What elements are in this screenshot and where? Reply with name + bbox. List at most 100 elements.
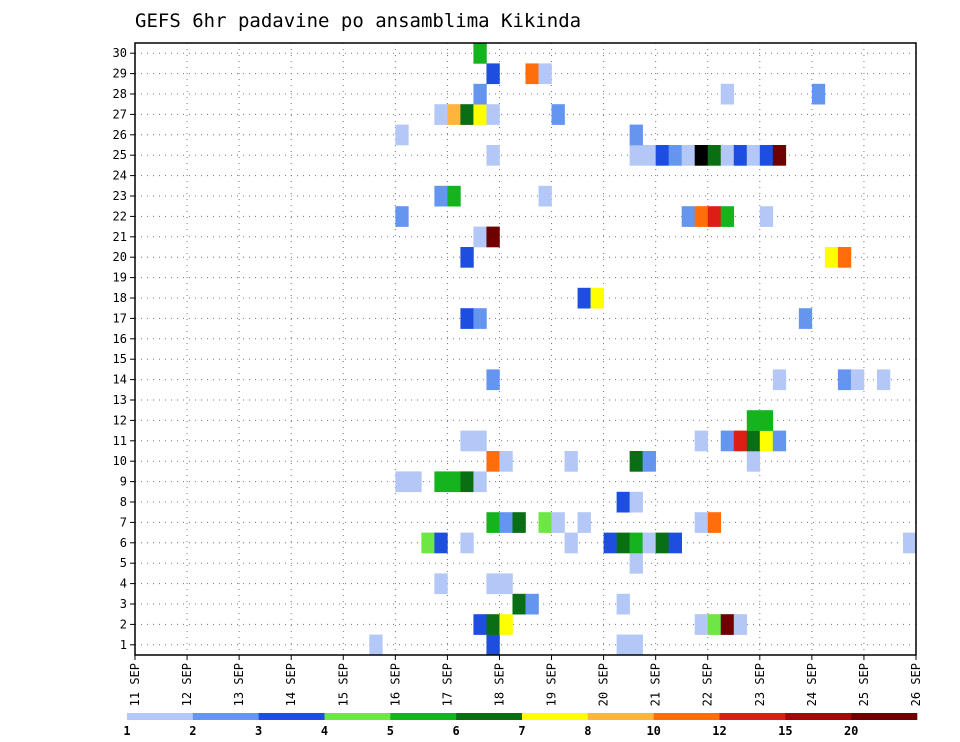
precip-cell [525, 593, 539, 615]
precip-cell [447, 104, 461, 125]
precip-cell [681, 206, 696, 227]
y-tick-label: 21 [113, 230, 127, 244]
precip-cell [798, 308, 813, 329]
x-tick-label: 11 SEP [128, 663, 142, 706]
precip-cell [629, 124, 643, 146]
precip-cell [629, 145, 643, 166]
precip-cell [447, 471, 461, 493]
precip-cell [473, 104, 487, 125]
precip-cell [759, 430, 774, 452]
precip-cell [473, 471, 487, 493]
precip-cell [564, 532, 578, 554]
x-tick-label: 14 SEP [284, 663, 298, 706]
precip-cell [434, 471, 448, 493]
precip-cell [824, 247, 839, 268]
y-tick-label: 9 [120, 475, 127, 489]
precip-cell [486, 451, 500, 472]
precip-cell [876, 369, 891, 391]
x-tick-label: 18 SEP [492, 663, 506, 706]
legend-color-swatch [258, 713, 325, 720]
y-axis-ticks: 1234567891011121314151617181920212223242… [113, 46, 135, 652]
precip-cell [707, 206, 722, 227]
x-tick-label: 24 SEP [805, 663, 819, 706]
precip-cell [447, 185, 461, 207]
legend-threshold-label: 12 [712, 724, 726, 738]
legend-threshold-label: 1 [123, 724, 130, 738]
y-tick-label: 2 [120, 617, 127, 631]
x-tick-label: 15 SEP [336, 663, 350, 706]
legend-color-swatch [522, 713, 589, 720]
precip-cell [499, 614, 513, 635]
precip-cell [759, 206, 774, 227]
precip-cell [473, 43, 487, 64]
precip-cell [772, 430, 787, 452]
precip-cell [642, 451, 656, 472]
y-tick-label: 8 [120, 495, 127, 509]
x-tick-label: 21 SEP [649, 663, 663, 706]
precip-cell [694, 430, 709, 452]
precip-cell [707, 512, 722, 533]
legend-color-swatch [456, 713, 523, 720]
precip-cell [538, 63, 552, 85]
x-axis-ticks: 11 SEP 12 SEP 13 SEP 14 SEP 15 SEP 16 SEP 17 S… [128, 655, 923, 706]
legend-color-swatch [587, 713, 654, 720]
plot-frame [134, 42, 917, 656]
legend-threshold-label: 8 [584, 724, 591, 738]
x-tick-label: 13 SEP [232, 663, 246, 706]
precip-cell [668, 145, 682, 166]
precip-cell [486, 614, 500, 635]
precip-cell [564, 451, 578, 472]
precip-cell [486, 369, 500, 391]
precip-cell [681, 145, 696, 166]
precip-cell [460, 104, 474, 125]
y-tick-label: 17 [113, 311, 127, 325]
legend-threshold-label: 10 [646, 724, 660, 738]
precip-cell [395, 124, 409, 146]
precip-cell [460, 247, 474, 268]
precip-cell [603, 532, 617, 554]
precip-cell [720, 430, 735, 452]
precip-cell [629, 491, 643, 513]
precip-cell [668, 532, 682, 554]
precip-cell [460, 532, 474, 554]
precip-cell [473, 430, 487, 452]
legend-threshold-label: 2 [189, 724, 196, 738]
precip-cell [616, 491, 630, 513]
precip-cell [616, 593, 630, 615]
precip-cell [902, 532, 917, 554]
color-legend: 1 2 3 4 5 6 7 8 10 12 15 20 [123, 713, 918, 738]
y-tick-label: 12 [113, 413, 127, 427]
x-tick-label: 22 SEP [701, 663, 715, 706]
precip-cell [759, 410, 774, 431]
y-tick-label: 30 [113, 46, 127, 60]
precip-cell [746, 430, 761, 452]
x-tick-label: 26 SEP [909, 663, 923, 706]
y-tick-label: 24 [113, 169, 127, 183]
x-tick-label: 25 SEP [857, 663, 871, 706]
precip-cell [772, 369, 787, 391]
y-tick-label: 28 [113, 87, 127, 101]
y-tick-label: 22 [113, 209, 127, 223]
precip-cell [486, 573, 500, 595]
y-tick-label: 23 [113, 189, 127, 203]
precip-cell [395, 206, 409, 227]
x-tick-label: 20 SEP [597, 663, 611, 706]
precip-cell [551, 512, 565, 533]
precip-cell [733, 145, 748, 166]
y-tick-label: 7 [120, 515, 127, 529]
precip-cell [486, 145, 500, 166]
precip-cell [369, 634, 383, 656]
y-tick-label: 11 [113, 434, 127, 448]
precip-cell [694, 206, 709, 227]
y-tick-label: 3 [120, 597, 127, 611]
precip-cell [772, 145, 787, 166]
legend-color-swatch [390, 713, 457, 720]
precip-cell [473, 308, 487, 329]
chart-title: GEFS 6hr padavine po ansamblima Kikinda [135, 10, 581, 32]
y-tick-label: 27 [113, 107, 127, 121]
precip-cell [616, 634, 630, 656]
y-tick-label: 18 [113, 291, 127, 305]
y-tick-label: 14 [113, 373, 127, 387]
precip-cell [590, 287, 604, 309]
precip-cell [408, 471, 422, 493]
